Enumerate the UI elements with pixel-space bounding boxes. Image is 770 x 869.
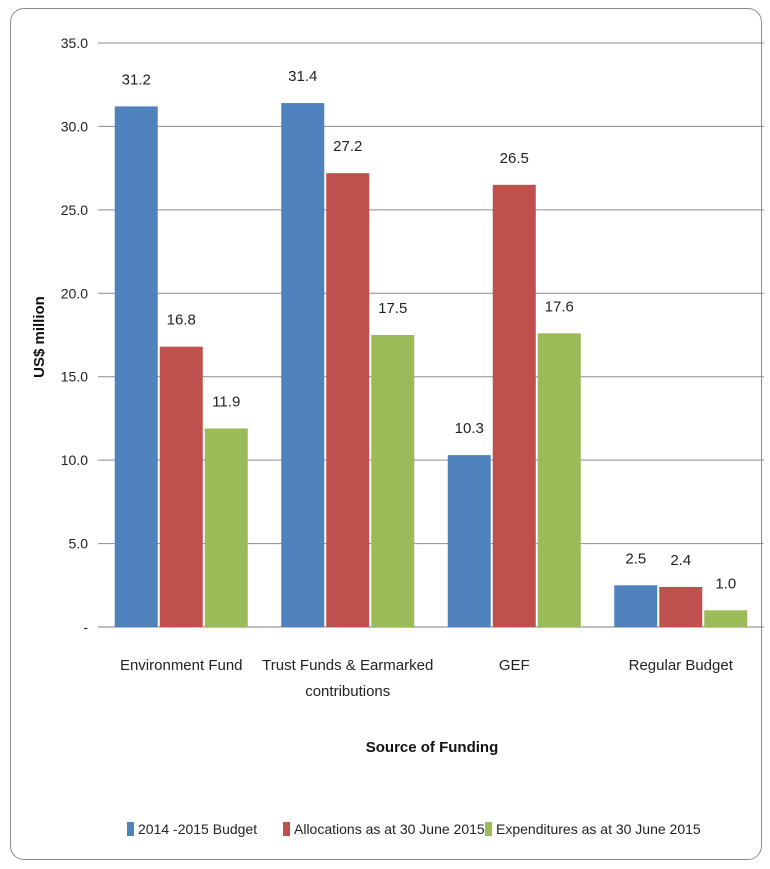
data-label: 26.5 (500, 150, 529, 167)
y-axis-title: US$ million (31, 296, 48, 378)
y-tick-label: 5.0 (69, 536, 89, 552)
bar (537, 333, 581, 627)
data-label: 27.2 (333, 138, 362, 155)
data-label: 17.6 (545, 298, 574, 315)
data-label: 1.0 (715, 575, 736, 592)
data-label: 31.2 (122, 71, 151, 88)
y-tick-label: 10.0 (61, 452, 88, 468)
legend-label: 2014 -2015 Budget (138, 821, 257, 837)
bar (114, 106, 158, 628)
bars (114, 103, 748, 628)
y-tick-label: - (83, 619, 88, 635)
y-tick-label: 25.0 (61, 202, 88, 218)
bar (614, 585, 658, 627)
bar (204, 428, 248, 627)
bar (704, 610, 748, 627)
y-tick-label: 30.0 (61, 118, 88, 134)
legend-label: Expenditures as at 30 June 2015 (496, 821, 701, 837)
legend-label: Allocations as at 30 June 2015 (294, 821, 485, 837)
bar (159, 346, 203, 627)
data-label: 2.5 (625, 550, 646, 567)
legend-swatch (127, 822, 134, 836)
data-label: 2.4 (670, 552, 691, 569)
legend-swatch (283, 822, 290, 836)
bar (326, 173, 370, 628)
data-label: 11.9 (212, 393, 240, 410)
data-label: 17.5 (378, 300, 407, 317)
x-axis-title: Source of Funding (366, 739, 499, 756)
category-label: Environment Fund (120, 657, 243, 674)
category-label: contributions (305, 683, 390, 700)
y-tick-label: 35.0 (61, 35, 88, 51)
bar (281, 103, 325, 627)
category-label: Trust Funds & Earmarked (262, 657, 433, 674)
bar (492, 184, 536, 628)
y-tick-label: 20.0 (61, 285, 88, 301)
category-label: GEF (499, 657, 530, 674)
category-label: Regular Budget (629, 657, 734, 674)
data-labels: 31.2 16.8 11.9 31.4 27.2 17.5 10.3 26.5 17.6 2.5 2… (122, 68, 737, 592)
data-label: 16.8 (167, 312, 196, 329)
legend-swatch (485, 822, 492, 836)
data-label: 10.3 (455, 420, 484, 437)
y-axis-ticks: - 5.0 10.0 15.0 20.0 25.0 30.0 35.0 (61, 35, 89, 635)
bar (371, 335, 415, 627)
bar (659, 586, 703, 627)
legend: 2014 -2015 Budget Allocations as at 30 Ju… (127, 821, 701, 837)
data-label: 31.4 (288, 68, 317, 85)
bar (447, 455, 491, 627)
y-tick-label: 15.0 (61, 369, 88, 385)
x-axis-categories: Environment Fund Trust Funds & Earmarked c… (120, 657, 734, 700)
